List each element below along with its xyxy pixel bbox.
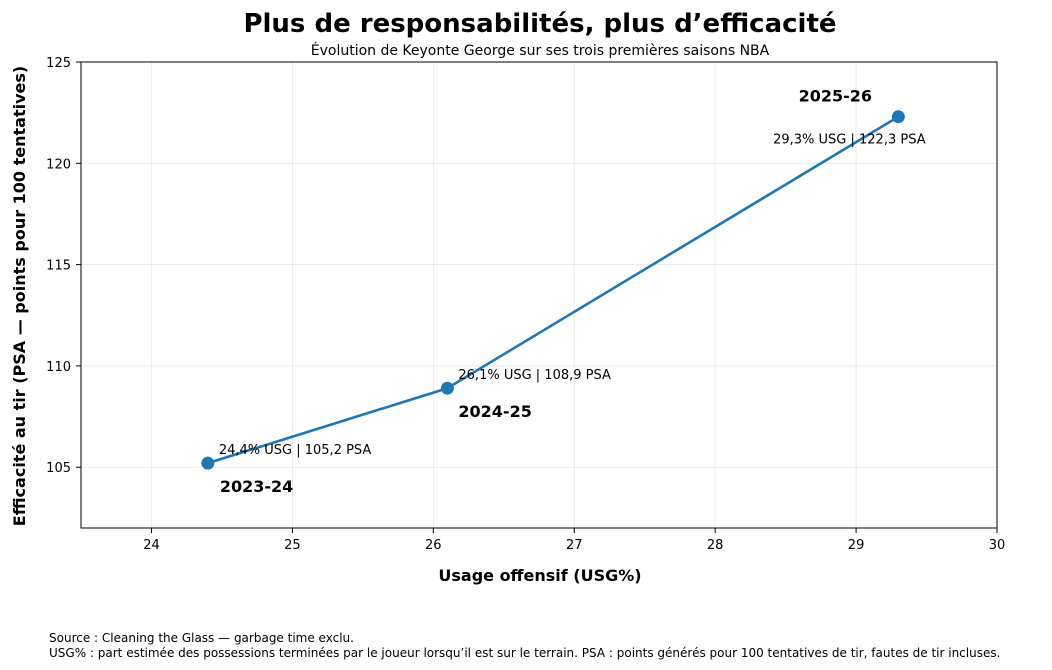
x-axis-label: Usage offensif (USG%) (438, 566, 641, 585)
point-annotation: 29,3% USG | 122,3 PSA (773, 133, 926, 148)
chart-subtitle: Évolution de Keyonte George sur ses troi… (311, 42, 770, 59)
data-point (201, 456, 215, 470)
y-tick-label: 120 (46, 157, 71, 172)
x-tick-label: 30 (989, 538, 1006, 553)
season-label: 2025-26 (799, 87, 872, 106)
season-label: 2024-25 (458, 402, 531, 421)
x-tick-label: 27 (566, 538, 583, 553)
x-tick-label: 28 (707, 538, 724, 553)
x-tick-label: 26 (425, 538, 442, 553)
point-annotation: 24,4% USG | 105,2 PSA (219, 443, 372, 458)
data-point (440, 381, 454, 395)
data-series (201, 110, 905, 470)
y-tick-label: 125 (46, 56, 71, 71)
chart-footer: Source : Cleaning the Glass — garbage ti… (49, 631, 1000, 661)
plot-frame (80, 61, 998, 529)
y-tick-label: 110 (46, 360, 71, 375)
y-tick-label: 105 (46, 461, 71, 476)
y-tick-label: 115 (46, 259, 71, 274)
season-label: 2023-24 (220, 477, 293, 496)
chart-title: Plus de responsabilités, plus d’efficaci… (243, 9, 836, 39)
y-axis-label: Efficacité au tir (PSA — points pour 100… (10, 66, 29, 526)
series-line (207, 115, 900, 465)
x-tick-label: 25 (284, 538, 301, 553)
point-annotation: 26,1% USG | 108,9 PSA (458, 368, 611, 383)
line-chart: Plus de responsabilités, plus d’efficaci… (10, 9, 1005, 585)
x-tick-label: 29 (848, 538, 865, 553)
definition-note: USG% : part estimée des possessions term… (49, 646, 1001, 660)
x-tick-label: 24 (143, 538, 160, 553)
source-note: Source : Cleaning the Glass — garbage ti… (49, 631, 354, 645)
axes: 24 25 26 27 28 29 30 105 110 115 120 125 (46, 56, 1005, 553)
point-labels: 24,4% USG | 105,2 PSA 2023-24 26,1% USG | … (219, 87, 926, 496)
data-point (891, 110, 905, 124)
